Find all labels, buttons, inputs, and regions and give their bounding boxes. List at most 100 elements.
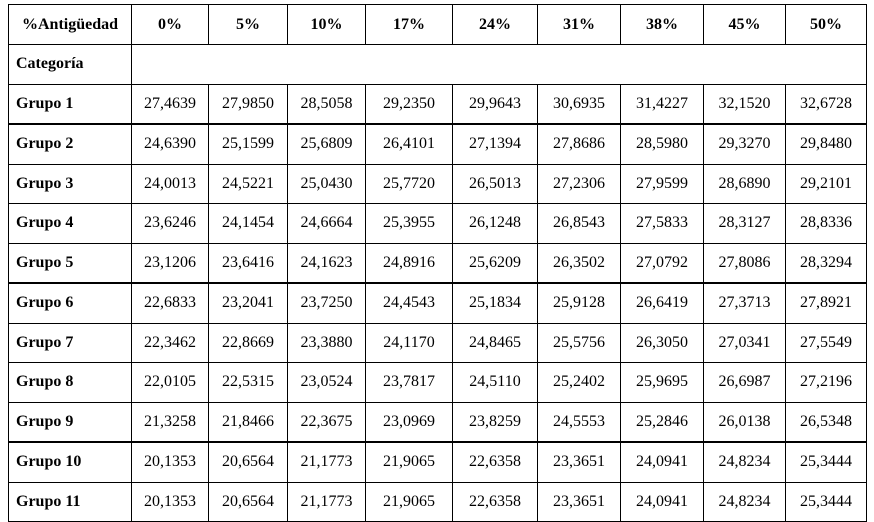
value-cell: 24,0013: [131, 163, 209, 204]
value-cell: 29,2101: [785, 163, 867, 204]
value-cell: 26,6419: [620, 282, 704, 324]
value-cell: 22,6833: [131, 282, 209, 324]
category-row: Categoría: [8, 44, 867, 85]
value-cell: 21,3258: [131, 401, 209, 443]
value-cell: 23,3651: [537, 441, 621, 483]
value-cell: 26,5348: [785, 401, 867, 443]
header-row: %Antigüedad 0% 5% 10% 17% 24% 31% 38% 45% 50%: [8, 4, 867, 45]
value-cell: 26,0138: [703, 401, 786, 443]
value-cell: 25,3955: [365, 203, 453, 244]
header-cell: 24%: [452, 4, 538, 45]
value-cell: 29,9643: [452, 83, 538, 125]
row-label: Grupo 11: [8, 481, 132, 522]
data-row: Grupo 3 24,0013 24,5221 25,0430 25,7720 26,50…: [8, 163, 867, 204]
value-cell: 22,5315: [208, 362, 288, 403]
value-cell: 21,9065: [365, 481, 453, 522]
data-row: Grupo 2 24,6390 25,1599 25,6809 26,4101 27,13…: [8, 123, 867, 165]
value-cell: 24,5110: [452, 362, 538, 403]
value-cell: 21,1773: [287, 441, 366, 483]
value-cell: 23,6246: [131, 203, 209, 244]
value-cell: 23,7250: [287, 282, 366, 324]
data-row: Grupo 10 20,1353 20,6564 21,1773 21,9065 22,6…: [8, 441, 867, 483]
value-cell: 20,1353: [131, 481, 209, 522]
value-cell: 23,0524: [287, 362, 366, 403]
data-row: Grupo 6 22,6833 23,2041 23,7250 24,4543 25,18…: [8, 282, 867, 324]
row-label: Grupo 4: [8, 203, 132, 244]
data-row: Grupo 1 27,4639 27,9850 28,5058 29,2350 29,96…: [8, 83, 867, 125]
data-row: Grupo 8 22,0105 22,5315 23,0524 23,7817 24,51…: [8, 362, 867, 403]
value-cell: 26,6987: [703, 362, 786, 403]
value-cell: 26,5013: [452, 163, 538, 204]
value-cell: 26,8543: [537, 203, 621, 244]
value-cell: 25,6209: [452, 242, 538, 284]
value-cell: 23,3651: [537, 481, 621, 522]
value-cell: 24,4543: [365, 282, 453, 324]
value-cell: 20,6564: [208, 441, 288, 483]
row-label: Grupo 5: [8, 242, 132, 284]
value-cell: 31,4227: [620, 83, 704, 125]
value-cell: 25,1599: [208, 123, 288, 165]
value-cell: 26,1248: [452, 203, 538, 244]
value-cell: 24,6390: [131, 123, 209, 165]
header-cell: %Antigüedad: [8, 4, 132, 45]
value-cell: 28,6890: [703, 163, 786, 204]
value-cell: 27,0792: [620, 242, 704, 284]
value-cell: 27,0341: [703, 322, 786, 363]
value-cell: 25,1834: [452, 282, 538, 324]
value-cell: 27,8921: [785, 282, 867, 324]
data-row: Grupo 4 23,6246 24,1454 24,6664 25,3955 26,12…: [8, 203, 867, 244]
header-cell: 45%: [703, 4, 786, 45]
value-cell: 27,5833: [620, 203, 704, 244]
value-cell: 21,1773: [287, 481, 366, 522]
value-cell: 28,5980: [620, 123, 704, 165]
value-cell: 25,9695: [620, 362, 704, 403]
data-row: Grupo 5 23,1206 23,6416 24,1623 24,8916 25,62…: [8, 242, 867, 284]
header-cell: 0%: [131, 4, 209, 45]
value-cell: 28,5058: [287, 83, 366, 125]
header-cell: 31%: [537, 4, 621, 45]
value-cell: 28,3294: [785, 242, 867, 284]
value-cell: 28,8336: [785, 203, 867, 244]
value-cell: 27,8086: [703, 242, 786, 284]
header-cell: 17%: [365, 4, 453, 45]
value-cell: 25,9128: [537, 282, 621, 324]
value-cell: 22,3462: [131, 322, 209, 363]
value-cell: 22,8669: [208, 322, 288, 363]
value-cell: 24,8465: [452, 322, 538, 363]
value-cell: 25,6809: [287, 123, 366, 165]
value-cell: 22,6358: [452, 481, 538, 522]
value-cell: 26,3050: [620, 322, 704, 363]
value-cell: 29,8480: [785, 123, 867, 165]
value-cell: 25,0430: [287, 163, 366, 204]
row-label: Grupo 9: [8, 401, 132, 443]
row-label: Grupo 8: [8, 362, 132, 403]
value-cell: 22,0105: [131, 362, 209, 403]
value-cell: 27,4639: [131, 83, 209, 125]
value-cell: 32,6728: [785, 83, 867, 125]
value-cell: 25,3444: [785, 441, 867, 483]
value-cell: 20,6564: [208, 481, 288, 522]
value-cell: 23,1206: [131, 242, 209, 284]
header-cell: 10%: [287, 4, 366, 45]
value-cell: 23,2041: [208, 282, 288, 324]
value-cell: 32,1520: [703, 83, 786, 125]
value-cell: 24,8234: [703, 481, 786, 522]
value-cell: 27,8686: [537, 123, 621, 165]
value-cell: 26,4101: [365, 123, 453, 165]
value-cell: 27,1394: [452, 123, 538, 165]
value-cell: 27,2306: [537, 163, 621, 204]
data-row: Grupo 9 21,3258 21,8466 22,3675 23,0969 23,82…: [8, 401, 867, 443]
data-row: Grupo 11 20,1353 20,6564 21,1773 21,9065 22,6…: [8, 481, 867, 522]
value-cell: 21,8466: [208, 401, 288, 443]
header-cell: 38%: [620, 4, 704, 45]
header-cell: 5%: [208, 4, 288, 45]
value-cell: 27,2196: [785, 362, 867, 403]
value-cell: 23,7817: [365, 362, 453, 403]
row-label: Grupo 3: [8, 163, 132, 204]
data-row: Grupo 7 22,3462 22,8669 23,3880 24,1170 24,84…: [8, 322, 867, 363]
value-cell: 24,1170: [365, 322, 453, 363]
value-cell: 24,0941: [620, 481, 704, 522]
value-cell: 20,1353: [131, 441, 209, 483]
value-cell: 28,3127: [703, 203, 786, 244]
